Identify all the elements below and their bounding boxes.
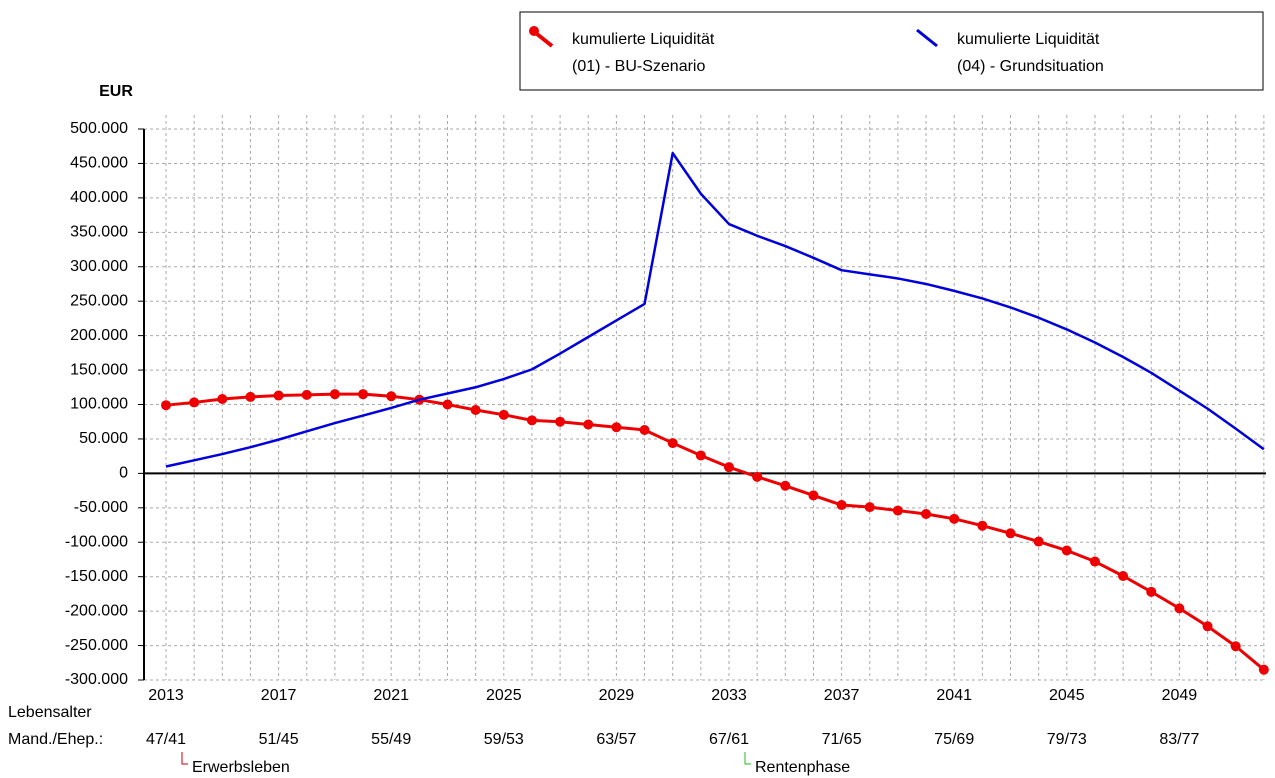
- y-tick-label: 0: [119, 465, 128, 482]
- marker: [695, 450, 706, 461]
- y-tick-label: -300.000: [65, 671, 128, 688]
- age-label: 59/53: [484, 731, 524, 748]
- y-tick-label: 50.000: [79, 430, 128, 447]
- marker: [498, 409, 509, 420]
- y-tick-label: 500.000: [70, 120, 128, 137]
- marker: [921, 509, 932, 520]
- marker: [583, 419, 594, 430]
- legend-sublabel: (01) - BU-Szenario: [572, 58, 705, 75]
- phase-bracket: [744, 752, 751, 765]
- marker: [1061, 545, 1072, 556]
- marker: [217, 393, 228, 404]
- age-label: 51/45: [259, 731, 299, 748]
- x-tick-label: 2025: [486, 687, 522, 704]
- series-line: [165, 392, 1265, 671]
- marker: [892, 505, 903, 516]
- marker: [555, 416, 566, 427]
- y-tick-label: -150.000: [65, 568, 128, 585]
- y-tick-label: -100.000: [65, 533, 128, 550]
- x-tick-label: 2013: [148, 687, 184, 704]
- y-tick-label: 100.000: [70, 396, 128, 413]
- x-tick-label: 2021: [373, 687, 409, 704]
- age-row-label: Mand./Ehep.:: [8, 731, 103, 748]
- marker: [1005, 528, 1016, 539]
- x-tick-label: 2029: [599, 687, 635, 704]
- y-tick-label: 450.000: [70, 155, 128, 172]
- marker: [1230, 641, 1241, 652]
- age-row-label: Lebensalter: [8, 704, 92, 721]
- marker: [639, 424, 650, 435]
- x-tick-label: 2037: [824, 687, 860, 704]
- age-label: 55/49: [371, 731, 411, 748]
- marker: [273, 390, 284, 401]
- marker: [724, 462, 734, 473]
- x-tick-label: 2049: [1162, 687, 1198, 704]
- legend-sublabel: (04) - Grundsituation: [957, 58, 1104, 75]
- marker: [836, 500, 847, 511]
- marker: [161, 400, 171, 411]
- marker: [470, 405, 481, 416]
- marker: [667, 438, 678, 449]
- age-label: 47/41: [146, 731, 186, 748]
- marker: [611, 422, 622, 433]
- age-label: 67/61: [709, 731, 749, 748]
- marker: [1146, 586, 1157, 597]
- marker: [245, 391, 256, 402]
- age-label: 79/73: [1047, 731, 1087, 748]
- marker: [1118, 570, 1129, 581]
- marker: [358, 389, 369, 400]
- y-tick-label: -250.000: [65, 637, 128, 654]
- marker: [329, 389, 340, 400]
- y-tick-label: -200.000: [65, 602, 128, 619]
- marker: [977, 520, 988, 531]
- x-tick-label: 2041: [936, 687, 972, 704]
- age-label: 75/69: [934, 731, 974, 748]
- legend-swatch: [916, 28, 938, 48]
- x-tick-label: 2033: [711, 687, 747, 704]
- y-tick-label: 400.000: [70, 189, 128, 206]
- y-tick-label: 200.000: [70, 327, 128, 344]
- marker: [442, 399, 453, 410]
- y-axis-label: EUR: [99, 83, 133, 100]
- legend-label: kumulierte Liquidität: [572, 31, 715, 48]
- age-label: 83/77: [1159, 731, 1199, 748]
- phase-label: Erwerbsleben: [192, 759, 290, 776]
- legend-marker: [529, 26, 539, 36]
- marker: [1089, 556, 1100, 567]
- marker: [386, 391, 397, 402]
- marker: [752, 471, 763, 482]
- y-tick-label: 300.000: [70, 258, 128, 275]
- y-tick-label: -50.000: [74, 499, 128, 516]
- x-tick-label: 2017: [261, 687, 297, 704]
- y-tick-label: 150.000: [70, 361, 128, 378]
- series-line: [165, 151, 1265, 468]
- marker: [189, 397, 200, 408]
- marker: [1033, 536, 1044, 547]
- legend-label: kumulierte Liquidität: [957, 31, 1100, 48]
- marker: [808, 490, 819, 501]
- phase-label: Rentenphase: [755, 759, 850, 776]
- marker: [1202, 621, 1213, 632]
- age-label: 71/65: [822, 731, 862, 748]
- marker: [949, 513, 960, 524]
- marker: [864, 502, 875, 513]
- x-tick-label: 2045: [1049, 687, 1085, 704]
- phase-bracket: [181, 752, 188, 765]
- age-label: 63/57: [596, 731, 636, 748]
- y-tick-label: 350.000: [70, 224, 128, 241]
- marker: [526, 415, 537, 426]
- marker: [1258, 664, 1269, 675]
- y-tick-label: 250.000: [70, 292, 128, 309]
- marker: [1174, 603, 1185, 614]
- legend-box: [519, 11, 1264, 91]
- marker: [301, 389, 312, 400]
- marker: [780, 480, 791, 491]
